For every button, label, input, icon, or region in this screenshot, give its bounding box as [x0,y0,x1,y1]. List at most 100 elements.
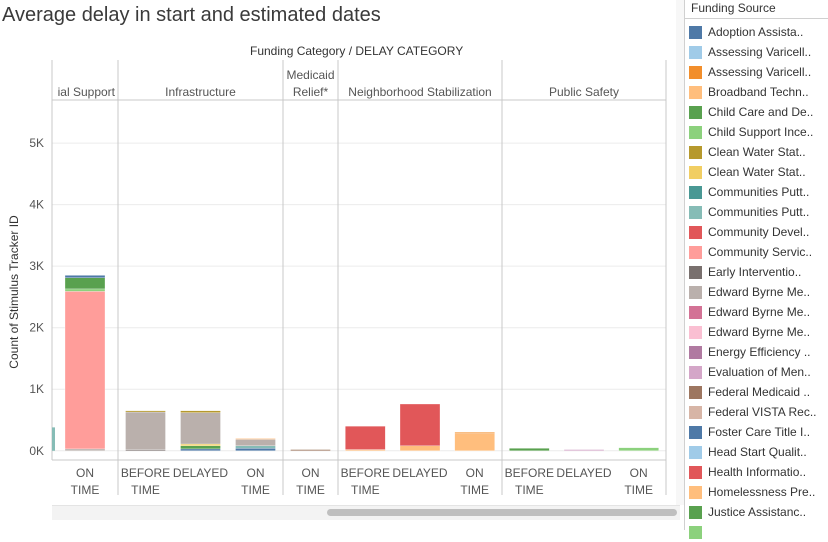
bar-segment [290,449,331,451]
x-tick-label: ON [76,466,94,480]
bar-segment [180,448,221,451]
legend-swatch [689,405,702,419]
bar-segment [125,410,166,413]
legend-item[interactable]: Health Informatio.. [687,462,827,482]
legend-item[interactable]: Adoption Assista.. [687,22,827,42]
legend-item[interactable]: Communities Putt.. [687,182,827,202]
x-tick-label: ON [630,466,648,480]
legend-label: Edward Byrne Me.. [708,305,811,319]
x-tick-label: DELAYED [173,466,228,480]
x-tick-label: ON [302,466,320,480]
legend-swatch [689,145,702,159]
legend-label: Communities Putt.. [708,185,810,199]
legend-label: Head Start Qualit.. [708,445,807,459]
legend-item[interactable]: Edward Byrne Me.. [687,322,827,342]
y-tick-label: 0K [29,444,44,458]
bar-segment [399,403,441,446]
bar-segment [345,449,386,451]
legend-swatch [689,525,702,539]
legend-swatch [689,325,702,339]
bar-segment [180,443,221,446]
legend-label: Adoption Assista.. [708,25,804,39]
legend-label: Child Support Ince.. [708,125,814,139]
legend-item[interactable]: Justice Assistanc.. [687,502,827,522]
legend-label: Federal Medicaid .. [708,385,811,399]
legend-item[interactable]: Homelessness Pre.. [687,482,827,502]
horizontal-scroll-thumb[interactable] [327,509,677,516]
y-tick-label: 4K [29,198,44,212]
bar-segment [454,433,495,451]
legend-item[interactable]: Federal VISTA Rec.. [687,402,827,422]
bar-segment [618,447,659,451]
bar-segment [64,291,106,450]
legend-item[interactable]: Foster Care Title I.. [687,422,827,442]
y-tick-label: 1K [29,382,44,396]
bar-segment [235,448,276,451]
x-tick-label: BEFORE [121,466,170,480]
bar-segment [345,426,386,450]
legend-swatch [689,345,702,359]
y-axis-title: Count of Stimulus Tracker ID [7,215,21,369]
legend-swatch [689,165,702,179]
x-tick-label: TIME [351,483,380,497]
y-tick-label: 3K [29,259,44,273]
legend-label: Clean Water Stat.. [708,165,806,179]
legend-swatch [689,365,702,379]
legend-item[interactable]: Child Care and De.. [687,102,827,122]
facet-header: Funding Category / DELAY CATEGORY [250,44,464,58]
legend-item[interactable]: Edward Byrne Me.. [687,282,827,302]
panel-label: Neighborhood Stabilization [348,85,491,99]
bar-segment [52,427,55,451]
legend-swatch [689,65,702,79]
legend-item[interactable] [687,522,827,542]
bar-segment [509,448,550,451]
bar-segment [180,412,221,445]
legend-swatch [689,25,702,39]
panel-label: Relief* [293,85,329,99]
legend-item[interactable]: Communities Putt.. [687,202,827,222]
legend-item[interactable]: Community Servic.. [687,242,827,262]
legend-item[interactable]: Broadband Techn.. [687,82,827,102]
legend-item[interactable]: Edward Byrne Me.. [687,302,827,322]
legend-item[interactable]: Clean Water Stat.. [687,162,827,182]
bar-segment [235,438,276,446]
legend-swatch [689,45,702,59]
horizontal-scrollbar[interactable] [52,505,680,520]
legend-label: Child Care and De.. [708,105,814,119]
legend-panel: Funding Source Adoption Assista.. Assessi… [684,0,828,539]
legend-item[interactable]: Clean Water Stat.. [687,142,827,162]
legend-item[interactable]: Evaluation of Men.. [687,362,827,382]
legend-item[interactable]: Head Start Qualit.. [687,442,827,462]
legend-label: Assessing Varicell.. [708,65,812,79]
panel-label: Public Safety [549,85,619,99]
x-tick-label: TIME [71,483,100,497]
legend-item[interactable]: Assessing Varicell.. [687,42,827,62]
legend-list: Adoption Assista.. Assessing Varicell.. As… [687,22,827,542]
y-tick-label: 2K [29,321,44,335]
legend-item[interactable]: Federal Medicaid .. [687,382,827,402]
legend-label: Edward Byrne Me.. [708,285,811,299]
x-tick-label: TIME [241,483,270,497]
legend-label: Evaluation of Men.. [708,365,811,379]
legend-swatch [689,125,702,139]
legend-item[interactable]: Energy Efficiency .. [687,342,827,362]
x-tick-label: DELAYED [392,466,447,480]
bar-segment [235,445,276,449]
legend-label: Federal VISTA Rec.. [708,405,817,419]
legend-label: Community Devel.. [708,225,810,239]
bar-segment [180,445,221,450]
legend-item[interactable]: Early Interventio.. [687,262,827,282]
legend-swatch [689,385,702,399]
legend-label: Broadband Techn.. [708,85,809,99]
legend-title: Funding Source [691,1,776,15]
vertical-scrollbar[interactable] [676,0,684,505]
legend-item[interactable]: Community Devel.. [687,222,827,242]
legend-label: Assessing Varicell.. [708,45,812,59]
legend-item[interactable]: Assessing Varicell.. [687,62,827,82]
legend-label: Energy Efficiency .. [708,345,811,359]
x-tick-label: TIME [296,483,325,497]
legend-item[interactable]: Child Support Ince.. [687,122,827,142]
legend-swatch [689,105,702,119]
legend-swatch [689,465,702,479]
bar-segment [64,288,106,292]
